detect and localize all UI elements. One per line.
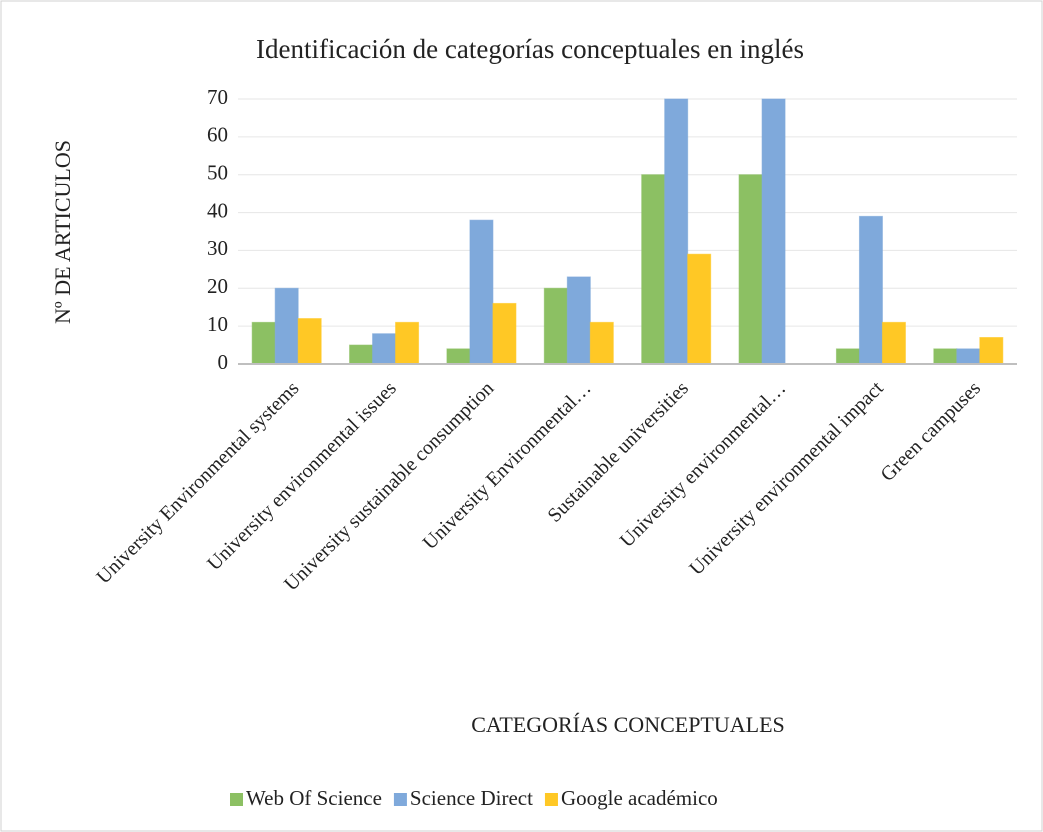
y-tick-label: 0 xyxy=(218,350,229,374)
bar xyxy=(687,253,712,365)
y-tick-label: 40 xyxy=(207,198,228,222)
chart-title: Identificación de categorías conceptuale… xyxy=(256,34,804,64)
bar xyxy=(738,174,763,365)
y-tick-label: 30 xyxy=(207,236,228,260)
y-tick-label: 60 xyxy=(207,123,228,147)
bar xyxy=(858,215,883,365)
bar xyxy=(395,321,420,365)
bar xyxy=(933,348,958,365)
bar xyxy=(835,348,860,365)
bar xyxy=(566,276,591,365)
y-tick-label: 50 xyxy=(207,161,228,185)
legend-swatch xyxy=(230,793,243,806)
legend-swatch xyxy=(544,793,558,806)
bar xyxy=(251,321,276,365)
bar xyxy=(274,287,299,365)
y-tick-label: 70 xyxy=(207,85,228,109)
y-axis-label: Nº DE ARTICULOS xyxy=(50,140,75,324)
legend-label: Web Of Science xyxy=(246,786,382,810)
x-axis-label: CATEGORÍAS CONCEPTUALES xyxy=(471,712,785,737)
y-tick-label: 20 xyxy=(207,274,228,298)
bar xyxy=(349,344,374,365)
bar xyxy=(372,333,397,365)
legend-swatch xyxy=(393,793,407,806)
bar xyxy=(589,321,614,365)
bar xyxy=(956,348,981,365)
bar xyxy=(543,287,568,365)
bar xyxy=(641,174,666,365)
legend-label: Science Direct xyxy=(410,786,533,810)
bar xyxy=(492,302,517,365)
y-tick-label: 10 xyxy=(207,312,228,336)
bar xyxy=(881,321,906,365)
bar xyxy=(664,98,689,365)
bar xyxy=(761,98,786,365)
bar xyxy=(297,318,322,365)
bar xyxy=(469,219,494,365)
bar xyxy=(446,348,471,365)
legend-label: Google académico xyxy=(561,786,718,810)
bar xyxy=(979,337,1004,365)
